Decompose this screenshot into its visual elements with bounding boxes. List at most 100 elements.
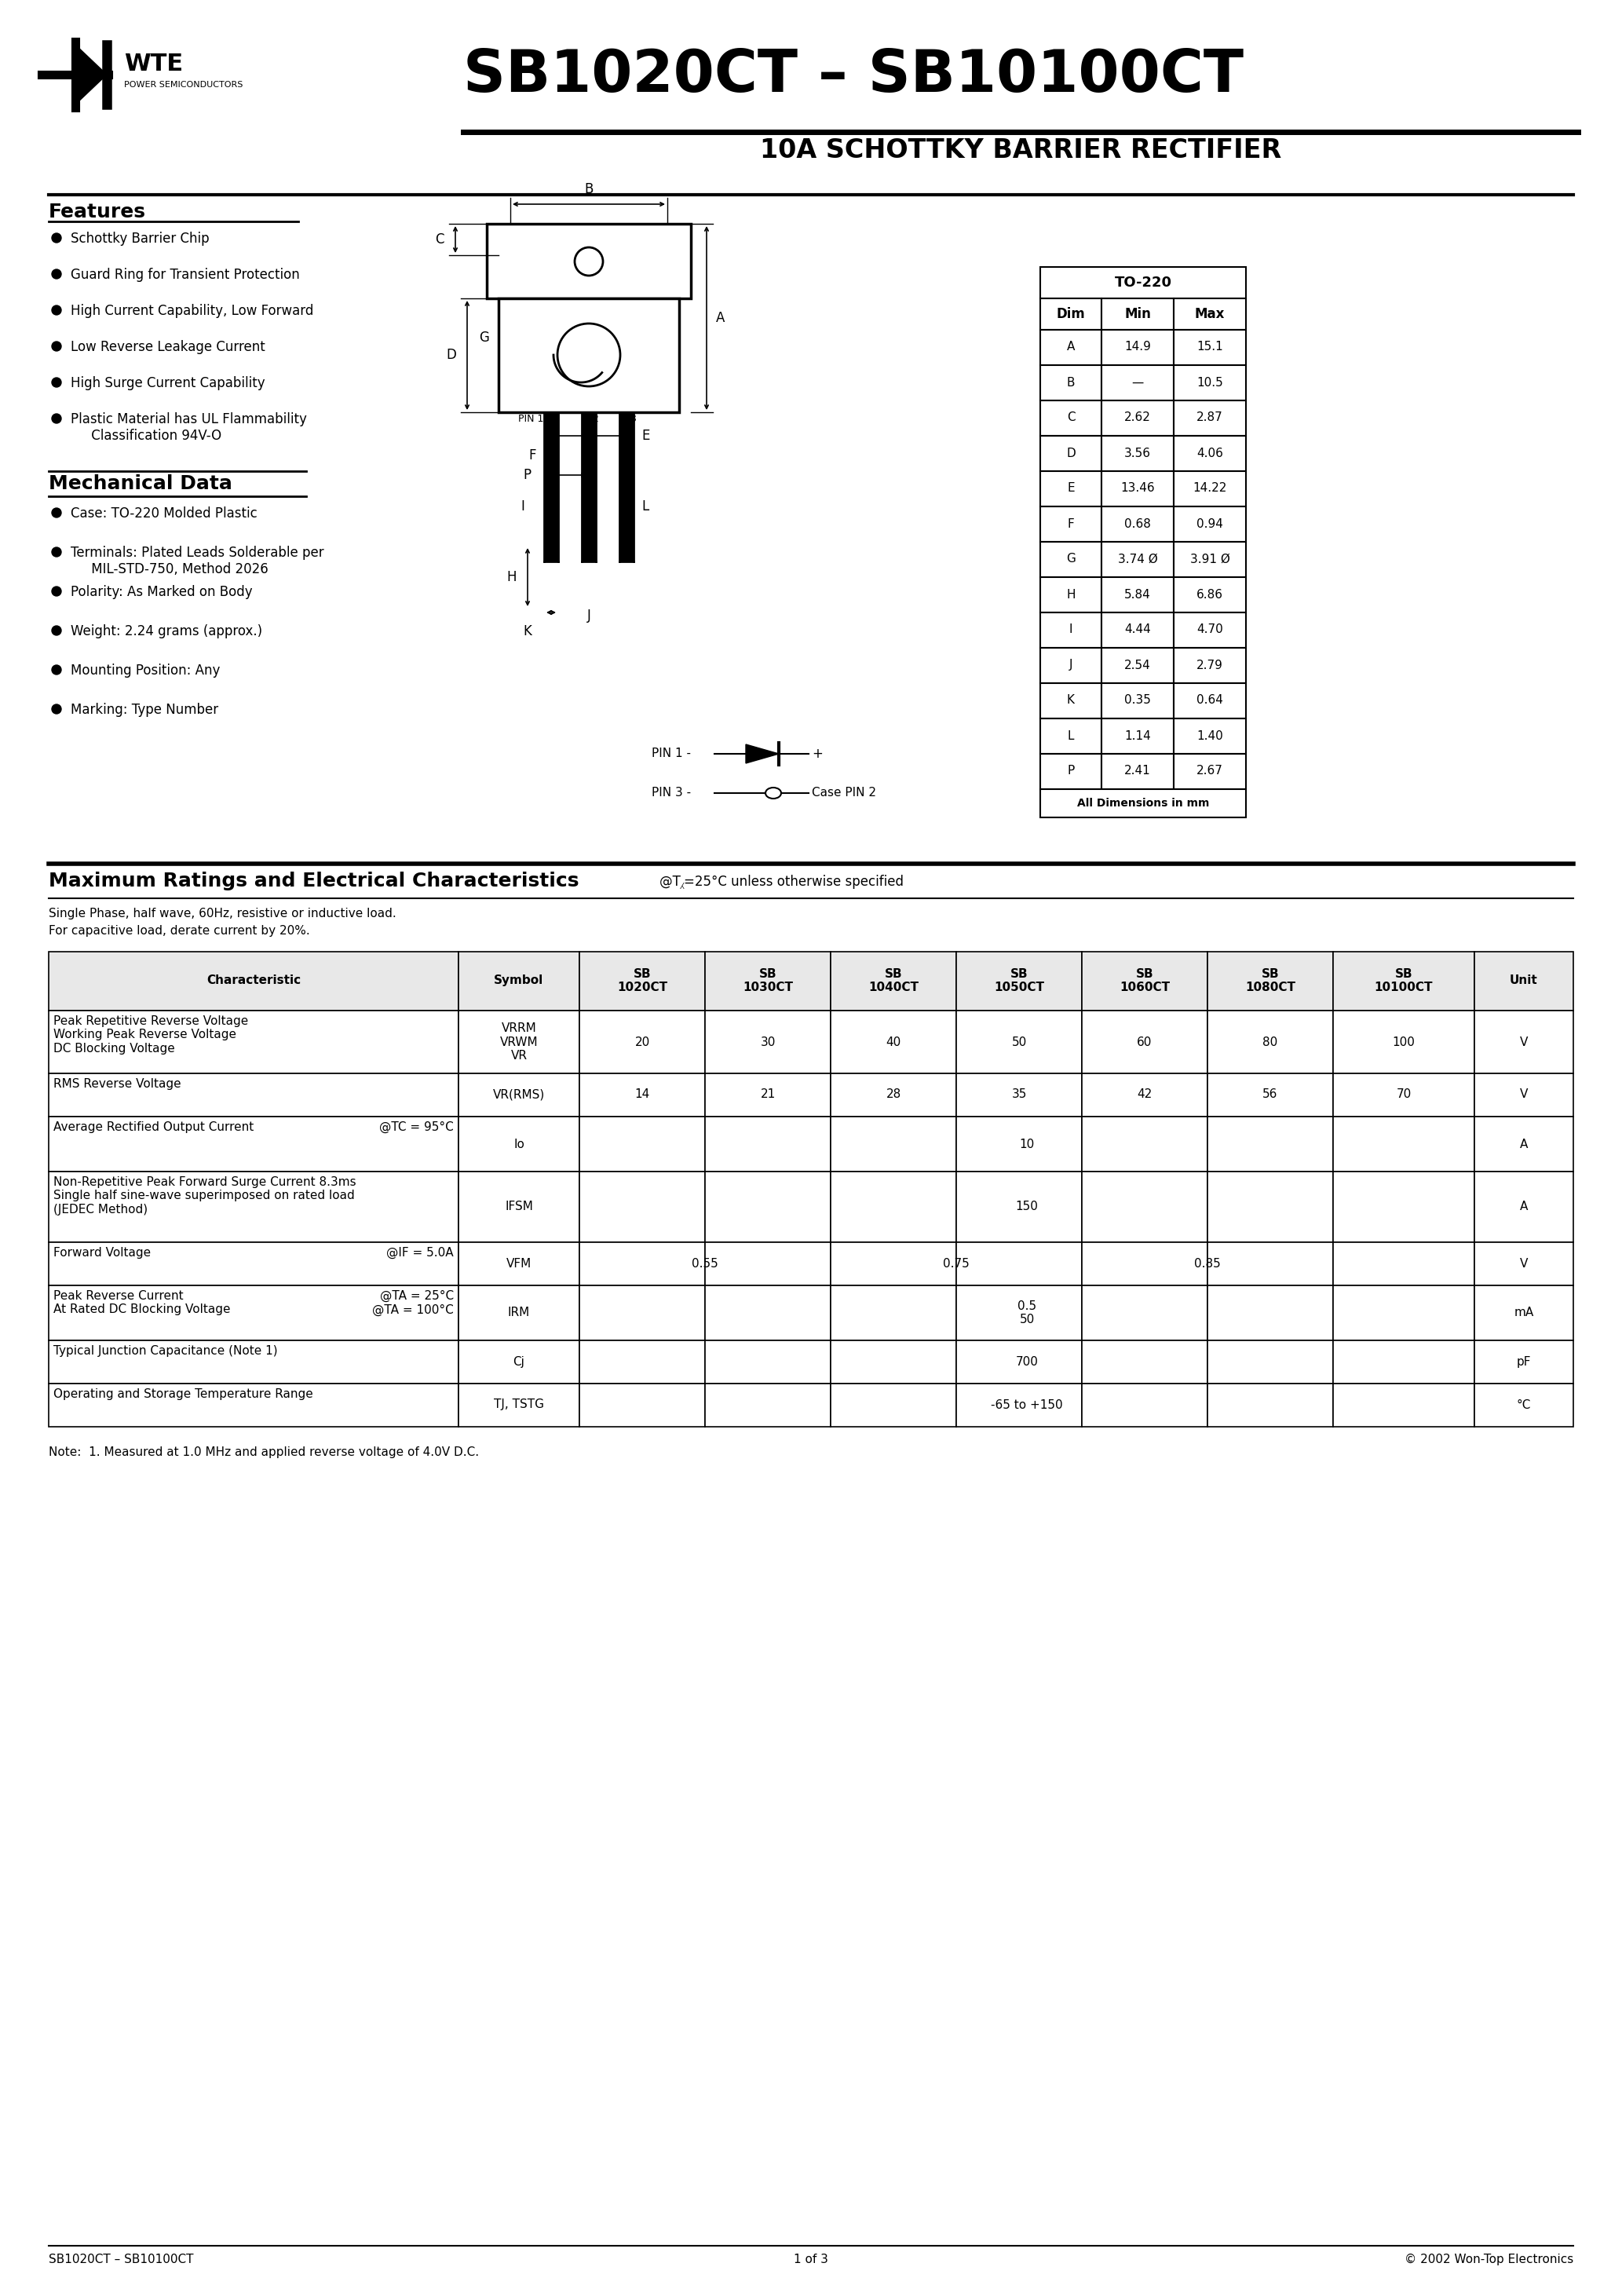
Text: Mechanical Data: Mechanical Data: [49, 475, 232, 494]
Bar: [579, 1010, 706, 1075]
Bar: [579, 1341, 706, 1384]
Bar: [957, 1286, 1082, 1341]
Ellipse shape: [52, 305, 62, 315]
Bar: [1101, 542, 1174, 576]
Text: SB
1020CT: SB 1020CT: [616, 969, 667, 994]
Text: F: F: [529, 448, 537, 461]
Text: K: K: [1067, 693, 1075, 707]
Bar: [1101, 507, 1174, 542]
Bar: [1474, 953, 1573, 1010]
Text: pF: pF: [1517, 1355, 1531, 1368]
Bar: [579, 1286, 706, 1341]
Bar: [1174, 365, 1246, 400]
Text: Min: Min: [1124, 308, 1152, 321]
Ellipse shape: [52, 342, 62, 351]
Text: 3.74 Ø: 3.74 Ø: [1118, 553, 1158, 565]
Text: 21: 21: [761, 1088, 775, 1100]
Text: Non-Repetitive Peak Forward Surge Current 8.3ms
Single half sine-wave superimpos: Non-Repetitive Peak Forward Surge Curren…: [54, 1176, 357, 1215]
Text: High Current Capability, Low Forward: High Current Capability, Low Forward: [71, 303, 313, 319]
Bar: [1040, 719, 1101, 753]
Text: 70: 70: [1397, 1088, 1411, 1100]
Bar: [1040, 613, 1101, 647]
Bar: [1207, 1341, 1333, 1384]
Bar: [1333, 1341, 1474, 1384]
Bar: [1333, 1075, 1474, 1116]
Bar: [1101, 719, 1174, 753]
Bar: [579, 1116, 706, 1171]
Bar: [1174, 298, 1246, 331]
Ellipse shape: [52, 507, 62, 517]
Text: 13.46: 13.46: [1121, 482, 1155, 494]
Text: PIN 1: PIN 1: [517, 413, 543, 425]
Text: K: K: [524, 625, 532, 638]
Bar: [830, 1341, 957, 1384]
Text: 14: 14: [634, 1088, 650, 1100]
Bar: [957, 1171, 1082, 1242]
Text: Terminals: Plated Leads Solderable per
     MIL-STD-750, Method 2026: Terminals: Plated Leads Solderable per M…: [71, 546, 324, 576]
Bar: [1082, 1075, 1207, 1116]
Bar: [830, 953, 957, 1010]
Text: Single Phase, half wave, 60Hz, resistive or inductive load.: Single Phase, half wave, 60Hz, resistive…: [49, 907, 396, 918]
Text: SB1020CT – SB10100CT: SB1020CT – SB10100CT: [464, 48, 1244, 103]
Ellipse shape: [574, 248, 603, 276]
Bar: [1474, 1286, 1573, 1341]
Text: J: J: [587, 608, 590, 622]
Bar: [830, 1075, 957, 1116]
Bar: [1082, 1341, 1207, 1384]
Text: 0.94: 0.94: [1197, 519, 1223, 530]
Bar: [706, 1286, 830, 1341]
Text: 40: 40: [886, 1035, 900, 1047]
Text: 1.40: 1.40: [1197, 730, 1223, 742]
Bar: [1040, 576, 1101, 613]
Text: 50: 50: [1012, 1035, 1027, 1047]
Polygon shape: [75, 44, 107, 103]
Text: Low Reverse Leakage Current: Low Reverse Leakage Current: [71, 340, 264, 354]
Bar: [830, 1116, 957, 1171]
Text: High Surge Current Capability: High Surge Current Capability: [71, 377, 264, 390]
Text: IRM: IRM: [508, 1306, 530, 1318]
Text: D: D: [1066, 448, 1075, 459]
Text: Unit: Unit: [1510, 976, 1538, 987]
Bar: [1174, 647, 1246, 684]
Bar: [579, 1242, 706, 1286]
Text: V: V: [1520, 1035, 1528, 1047]
Text: For capacitive load, derate current by 20%.: For capacitive load, derate current by 2…: [49, 925, 310, 937]
Text: 1 of 3: 1 of 3: [793, 2255, 829, 2266]
Bar: [1174, 542, 1246, 576]
Bar: [706, 1171, 830, 1242]
Bar: [1082, 1171, 1207, 1242]
Bar: [957, 953, 1082, 1010]
Bar: [706, 953, 830, 1010]
Text: 0.35: 0.35: [1124, 693, 1152, 707]
Bar: [49, 1116, 459, 1171]
Bar: [957, 1341, 1082, 1384]
Text: D: D: [446, 349, 456, 363]
Text: Features: Features: [49, 202, 146, 220]
Text: Max: Max: [1195, 308, 1225, 321]
Bar: [957, 1075, 1082, 1116]
Text: 3.91 Ø: 3.91 Ø: [1191, 553, 1229, 565]
Text: Case: TO-220 Molded Plastic: Case: TO-220 Molded Plastic: [71, 507, 258, 521]
Text: P: P: [524, 468, 532, 482]
Bar: [459, 1341, 579, 1384]
Bar: [1174, 684, 1246, 719]
Text: A: A: [1520, 1201, 1528, 1212]
Bar: [1174, 753, 1246, 790]
Bar: [706, 1242, 830, 1286]
Bar: [582, 413, 595, 563]
Bar: [579, 1075, 706, 1116]
Bar: [49, 953, 459, 1010]
Text: Case PIN 2: Case PIN 2: [811, 788, 876, 799]
Text: 100: 100: [1392, 1035, 1414, 1047]
Text: 700: 700: [1015, 1355, 1038, 1368]
Text: @IF = 5.0A: @IF = 5.0A: [386, 1247, 454, 1258]
Text: I: I: [521, 501, 524, 514]
Bar: [459, 1010, 579, 1075]
Text: Typical Junction Capacitance (Note 1): Typical Junction Capacitance (Note 1): [54, 1345, 277, 1357]
Text: V: V: [1520, 1258, 1528, 1270]
Bar: [1333, 1010, 1474, 1075]
Text: SB
1050CT: SB 1050CT: [994, 969, 1045, 994]
Text: Peak Reverse Current
At Rated DC Blocking Voltage: Peak Reverse Current At Rated DC Blockin…: [54, 1290, 230, 1316]
Bar: [543, 413, 558, 563]
Bar: [49, 1384, 459, 1426]
